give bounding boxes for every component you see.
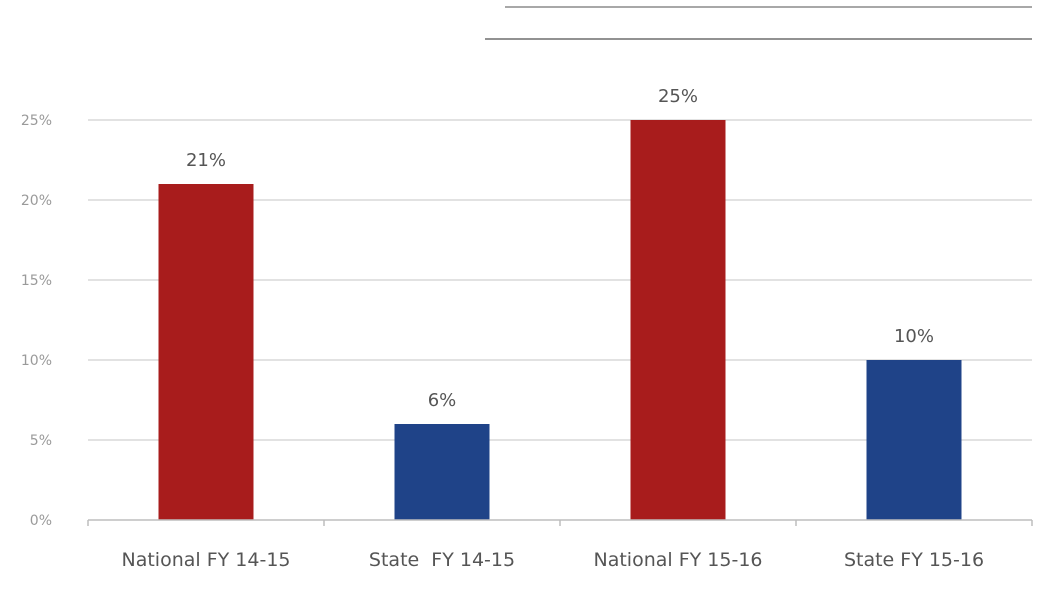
data-label: 6%: [428, 390, 457, 411]
y-tick-label: 0%: [30, 513, 52, 529]
bars: [158, 120, 962, 520]
x-axis-labels: National FY 14-15 State FY 14-15 National …: [122, 549, 985, 571]
y-tick-label: 15%: [21, 273, 52, 289]
y-tick-label: 10%: [21, 353, 52, 369]
y-axis-ticks: 0% 5% 10% 15% 20% 25%: [21, 113, 52, 529]
y-tick-label: 5%: [30, 433, 52, 449]
bar: [158, 184, 254, 520]
data-label: 25%: [658, 86, 698, 107]
data-label: 10%: [894, 326, 934, 347]
x-axis: [87, 519, 1033, 526]
data-labels: 21% 6% 25% 10%: [186, 86, 934, 411]
y-tick-label: 25%: [21, 113, 52, 129]
x-tick-label: National FY 14-15: [122, 549, 291, 571]
bar: [394, 424, 490, 520]
x-tick-label: National FY 15-16: [594, 549, 763, 571]
bar: [630, 120, 726, 520]
header-rules: [485, 6, 1032, 40]
x-tick-label: State FY 14-15: [369, 549, 515, 571]
y-tick-label: 20%: [21, 193, 52, 209]
bar: [866, 360, 962, 520]
x-tick-label: State FY 15-16: [844, 549, 984, 571]
data-label: 21%: [186, 150, 226, 171]
